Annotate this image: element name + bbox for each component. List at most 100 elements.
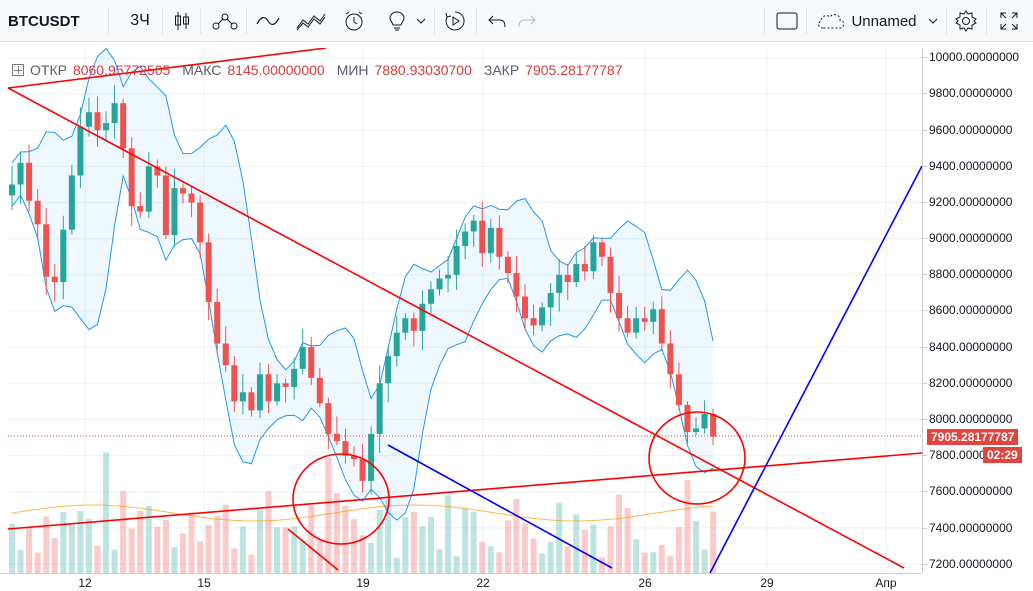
select-layout-icon[interactable] — [772, 0, 802, 42]
interval-button[interactable]: 3Ч — [130, 12, 150, 29]
cloud-icon[interactable] — [814, 0, 848, 42]
candle-body — [616, 292, 623, 319]
price-tick: 8000.00000000 — [922, 412, 1013, 426]
candle-body — [214, 301, 221, 344]
volume-bar — [68, 523, 75, 573]
price-axis[interactable]: 10000.00000000 9800.00000000 9600.000000… — [922, 48, 1033, 573]
compare-icon[interactable] — [252, 0, 284, 42]
open-value: 8060.95772505 — [72, 62, 171, 78]
volume-bar — [274, 527, 281, 573]
trendline-ascending-support[interactable] — [8, 452, 922, 530]
trendline-top[interactable] — [8, 48, 327, 89]
trendline-descending-resistance[interactable] — [8, 87, 905, 569]
high-value: 8145.00000000 — [227, 62, 325, 78]
candle — [359, 443, 366, 493]
candle-body — [496, 227, 503, 257]
candle — [479, 201, 486, 267]
price-tick: 9400.00000000 — [922, 159, 1013, 173]
volume-bar — [556, 502, 563, 573]
candle-body — [658, 309, 665, 344]
volume-bar — [368, 542, 375, 573]
templates-icon[interactable] — [292, 0, 330, 42]
volume-bar — [282, 527, 289, 573]
ideas-icon[interactable] — [382, 0, 412, 42]
candle-body — [393, 332, 400, 357]
price-tick: 8200.00000000 — [922, 376, 1013, 390]
candle — [419, 290, 426, 351]
volume-bar — [180, 533, 186, 573]
candles-icon[interactable] — [168, 0, 196, 42]
candle — [547, 283, 554, 327]
replay-icon[interactable] — [440, 0, 470, 42]
candle-body — [624, 318, 631, 333]
trendline-short-red[interactable] — [287, 528, 339, 571]
price-tick: 9000.00000000 — [922, 231, 1013, 245]
candle-body — [77, 126, 84, 176]
candle — [675, 362, 682, 411]
candle-body — [231, 365, 238, 402]
volume-bar — [641, 552, 648, 573]
candle — [667, 330, 674, 389]
candle-body — [556, 274, 563, 293]
chevron-down-icon[interactable] — [926, 0, 940, 42]
volume-bar — [419, 526, 426, 573]
volume-bar — [333, 493, 340, 573]
volume-bar — [487, 546, 494, 573]
indicators-icon[interactable] — [208, 0, 242, 42]
candle-body — [607, 256, 614, 293]
candle-body — [299, 347, 306, 369]
candle-body — [504, 256, 511, 274]
legend-toggle-icon[interactable] — [12, 64, 24, 76]
candle-body — [522, 296, 528, 319]
candle — [214, 288, 221, 354]
candle — [530, 304, 537, 336]
candle-body — [710, 414, 717, 437]
volume-bar — [513, 498, 520, 573]
volume-bar — [60, 511, 67, 573]
volume-bars — [9, 452, 717, 573]
candle — [162, 166, 169, 240]
alert-icon[interactable] — [338, 0, 370, 42]
candle-body — [316, 377, 323, 404]
chart-canvas[interactable] — [8, 48, 922, 573]
volume-bar — [462, 508, 469, 573]
candle — [299, 328, 306, 375]
candle-body — [239, 392, 246, 402]
symbol-search-button[interactable]: BTCUSDT — [8, 12, 80, 30]
candle-body — [308, 347, 315, 378]
circle-annotation-right[interactable] — [648, 411, 746, 505]
volume-bar — [239, 526, 246, 573]
volume-bar — [94, 545, 101, 573]
candle — [308, 336, 315, 386]
redo-icon[interactable] — [514, 0, 540, 42]
open-label: ОТКР — [30, 62, 67, 78]
candle-body — [650, 309, 657, 322]
chevron-down-icon[interactable] — [414, 0, 428, 42]
candle — [564, 263, 571, 300]
price-tick: 8800.00000000 — [922, 267, 1013, 281]
candle — [701, 400, 708, 434]
fullscreen-icon[interactable] — [994, 0, 1024, 42]
candle-body — [590, 242, 597, 272]
trendline-blue-ascending[interactable] — [709, 165, 922, 573]
candle — [427, 281, 434, 314]
volume-bar — [9, 523, 15, 573]
layout-name[interactable]: Unnamed — [851, 12, 917, 30]
undo-icon[interactable] — [484, 0, 510, 42]
candle — [470, 214, 477, 247]
volume-bar — [205, 525, 212, 573]
candle — [154, 159, 161, 188]
trendline-blue-descending[interactable] — [387, 444, 613, 569]
volume-bar — [590, 524, 597, 573]
circle-annotation-left[interactable] — [292, 453, 390, 545]
settings-icon[interactable] — [952, 0, 980, 42]
chart-pane[interactable] — [8, 48, 922, 573]
candle — [188, 186, 195, 217]
candle-body — [265, 374, 272, 402]
candle-body — [274, 383, 281, 402]
time-axis[interactable]: 12 15 19 22 26 29 Апр — [0, 573, 922, 591]
candle — [85, 97, 92, 137]
candle-body — [137, 206, 144, 212]
price-candles — [9, 85, 717, 495]
candle — [616, 276, 623, 332]
